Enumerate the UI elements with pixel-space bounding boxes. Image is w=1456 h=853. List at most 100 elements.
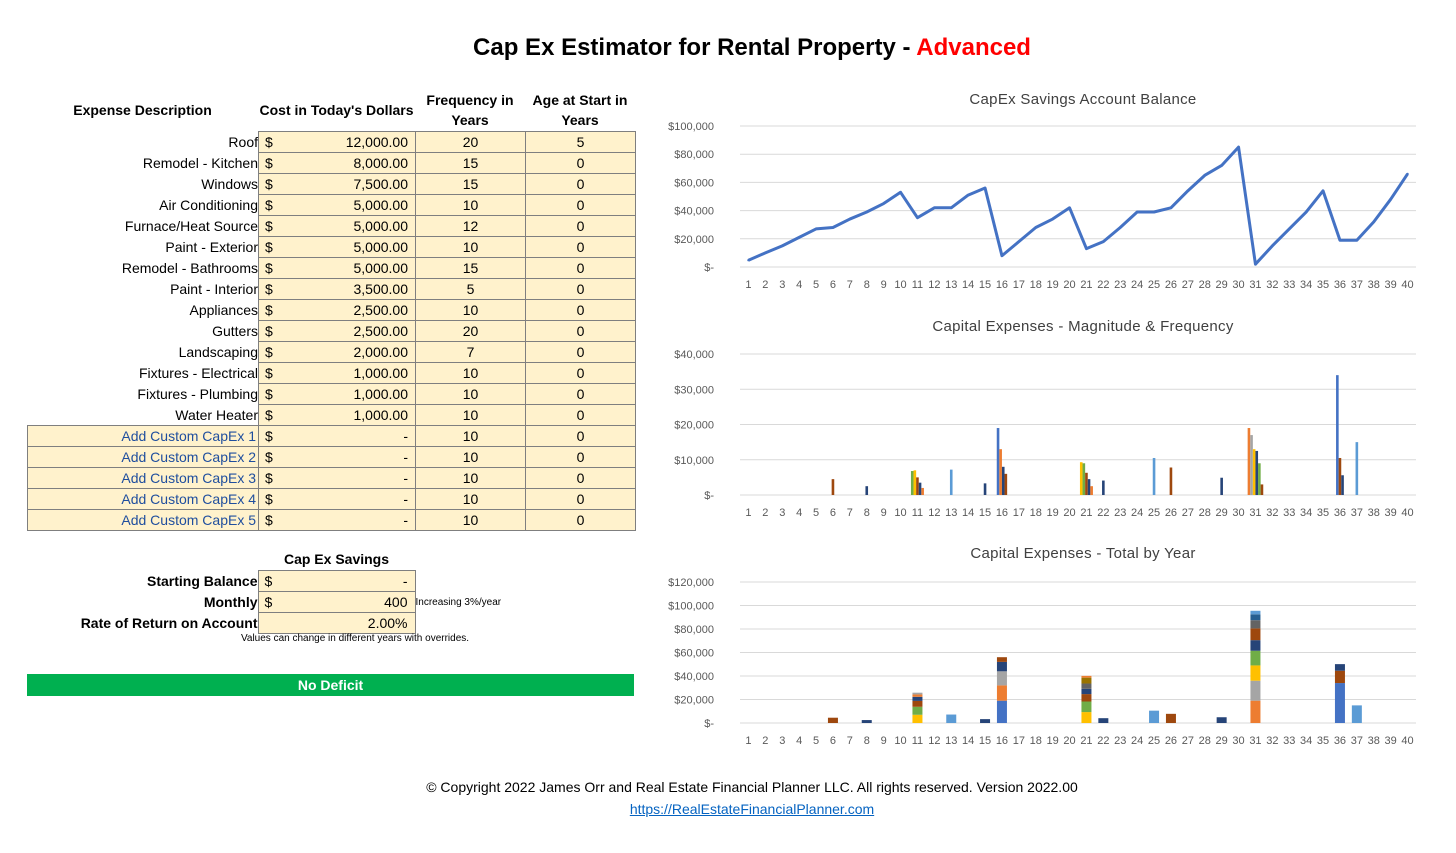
y-tick-label: $30,000 [674,384,714,396]
total-bar-segment [1250,610,1261,615]
expense-age[interactable]: 0 [525,362,636,384]
expense-age[interactable]: 0 [525,320,636,342]
expense-frequency[interactable]: 7 [415,341,526,363]
total-bar-segment [1216,717,1227,723]
expense-age[interactable]: 0 [525,404,636,426]
expense-age[interactable]: 0 [525,488,636,510]
expense-frequency[interactable]: 10 [415,383,526,405]
expense-name[interactable]: Add Custom CapEx 4 [27,488,259,510]
expense-bar [921,487,924,495]
expense-frequency[interactable]: 10 [415,488,526,510]
expense-cost-cell[interactable]: $2,500.00 [258,299,416,321]
expense-frequency[interactable]: 12 [415,215,526,237]
savings-row: Rate of Return on Account 2.00% [27,612,501,634]
savings-value: - [402,573,408,589]
currency-symbol: $ [265,176,273,192]
balance-point [1000,254,1004,257]
expense-row: Add Custom CapEx 3 $ -10 0 [27,467,636,489]
savings-value-cell[interactable]: $ - [257,570,416,592]
savings-note [415,613,501,634]
expense-cost-cell[interactable]: $5,000.00 [258,215,416,237]
x-tick-label: 31 [1249,279,1261,291]
expense-frequency[interactable]: 10 [415,509,526,531]
x-tick-label: 2 [762,507,768,519]
x-tick-label: 33 [1283,735,1295,747]
expense-frequency[interactable]: 10 [415,446,526,468]
expense-frequency[interactable]: 10 [415,467,526,489]
expense-cost-cell[interactable]: $5,000.00 [258,257,416,279]
x-tick-label: 27 [1182,735,1194,747]
savings-value-cell[interactable]: $400 [257,591,416,613]
expense-frequency[interactable]: 10 [415,194,526,216]
expense-cost-cell[interactable]: $1,000.00 [258,362,416,384]
expense-age[interactable]: 0 [525,467,636,489]
footer-link[interactable]: https://RealEstateFinancialPlanner.com [629,801,875,817]
expense-cost: - [403,512,408,528]
expense-frequency[interactable]: 20 [415,131,526,153]
x-tick-label: 24 [1131,735,1143,747]
expense-age[interactable]: 0 [525,236,636,258]
expense-bar [831,479,835,495]
expense-cost-cell[interactable]: $ - [258,467,416,489]
expense-age[interactable]: 0 [525,194,636,216]
expense-name[interactable]: Add Custom CapEx 3 [27,467,259,489]
expense-cost-cell[interactable]: $12,000.00 [258,131,416,153]
x-tick-label: 24 [1131,279,1143,291]
expense-frequency[interactable]: 5 [415,278,526,300]
expense-cost-cell[interactable]: $8,000.00 [258,152,416,174]
expense-age[interactable]: 0 [525,425,636,447]
savings-value-cell[interactable]: 2.00% [257,612,416,634]
expense-frequency[interactable]: 10 [415,425,526,447]
balance-point [882,202,885,205]
expense-cost-cell[interactable]: $3,500.00 [258,278,416,300]
expense-frequency[interactable]: 20 [415,320,526,342]
expense-bar [1152,457,1156,495]
expense-name[interactable]: Add Custom CapEx 5 [27,509,259,531]
expense-cost-cell[interactable]: $ - [258,446,416,468]
expense-frequency[interactable]: 15 [415,257,526,279]
expense-age[interactable]: 0 [525,152,636,174]
expense-cost-cell[interactable]: $1,000.00 [258,404,416,426]
expense-name[interactable]: Add Custom CapEx 1 [27,425,259,447]
expense-cost-cell[interactable]: $2,500.00 [258,320,416,342]
expense-cost-cell[interactable]: $1,000.00 [258,383,416,405]
expense-frequency[interactable]: 10 [415,362,526,384]
currency-symbol: $ [265,344,273,360]
expense-frequency[interactable]: 15 [415,152,526,174]
expense-age[interactable]: 0 [525,215,636,237]
x-tick-label: 4 [796,735,802,747]
expense-cost-cell[interactable]: $ - [258,488,416,510]
expense-frequency[interactable]: 10 [415,236,526,258]
page-title-accent: Advanced [916,34,1031,61]
expense-frequency[interactable]: 10 [415,404,526,426]
expense-cost-cell[interactable]: $5,000.00 [258,236,416,258]
total-bar-segment [912,696,923,701]
expense-age[interactable]: 0 [525,173,636,195]
expense-cost-cell[interactable]: $5,000.00 [258,194,416,216]
x-tick-label: 17 [1013,735,1025,747]
x-tick-label: 28 [1199,279,1211,291]
expense-name: Water Heater [175,406,258,423]
total-bar-segment [996,685,1007,701]
expense-name[interactable]: Add Custom CapEx 2 [27,446,259,468]
expense-cost-cell[interactable]: $ - [258,509,416,531]
expense-age[interactable]: 0 [525,299,636,321]
expense-cost-cell[interactable]: $7,500.00 [258,173,416,195]
expense-frequency[interactable]: 15 [415,173,526,195]
expense-age[interactable]: 0 [525,446,636,468]
x-tick-label: 10 [894,507,906,519]
x-tick-label: 29 [1216,279,1228,291]
x-tick-label: 6 [830,279,836,291]
expense-age[interactable]: 5 [525,131,636,153]
expense-row: Appliances $2,500.00 10 0 [28,299,636,321]
expense-age[interactable]: 0 [525,341,636,363]
expense-age[interactable]: 0 [525,509,636,531]
x-tick-label: 36 [1334,279,1346,291]
expense-cost-cell[interactable]: $2,000.00 [258,341,416,363]
expense-frequency[interactable]: 10 [415,299,526,321]
expense-age[interactable]: 0 [525,257,636,279]
expense-age[interactable]: 0 [525,383,636,405]
expense-age[interactable]: 0 [525,278,636,300]
currency-symbol: $ [265,239,273,255]
expense-cost-cell[interactable]: $ - [258,425,416,447]
